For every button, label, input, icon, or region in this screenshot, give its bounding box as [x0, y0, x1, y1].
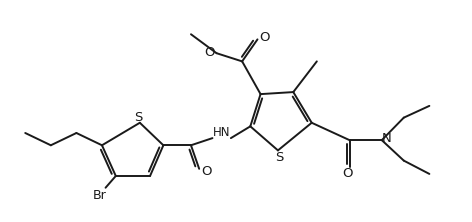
Text: O: O — [204, 46, 215, 59]
Text: O: O — [342, 167, 353, 180]
Text: S: S — [135, 111, 143, 124]
Text: S: S — [275, 151, 283, 164]
Text: Br: Br — [93, 189, 106, 202]
Text: N: N — [382, 132, 392, 145]
Text: O: O — [260, 31, 270, 44]
Text: O: O — [201, 165, 211, 178]
Text: HN: HN — [213, 127, 230, 139]
